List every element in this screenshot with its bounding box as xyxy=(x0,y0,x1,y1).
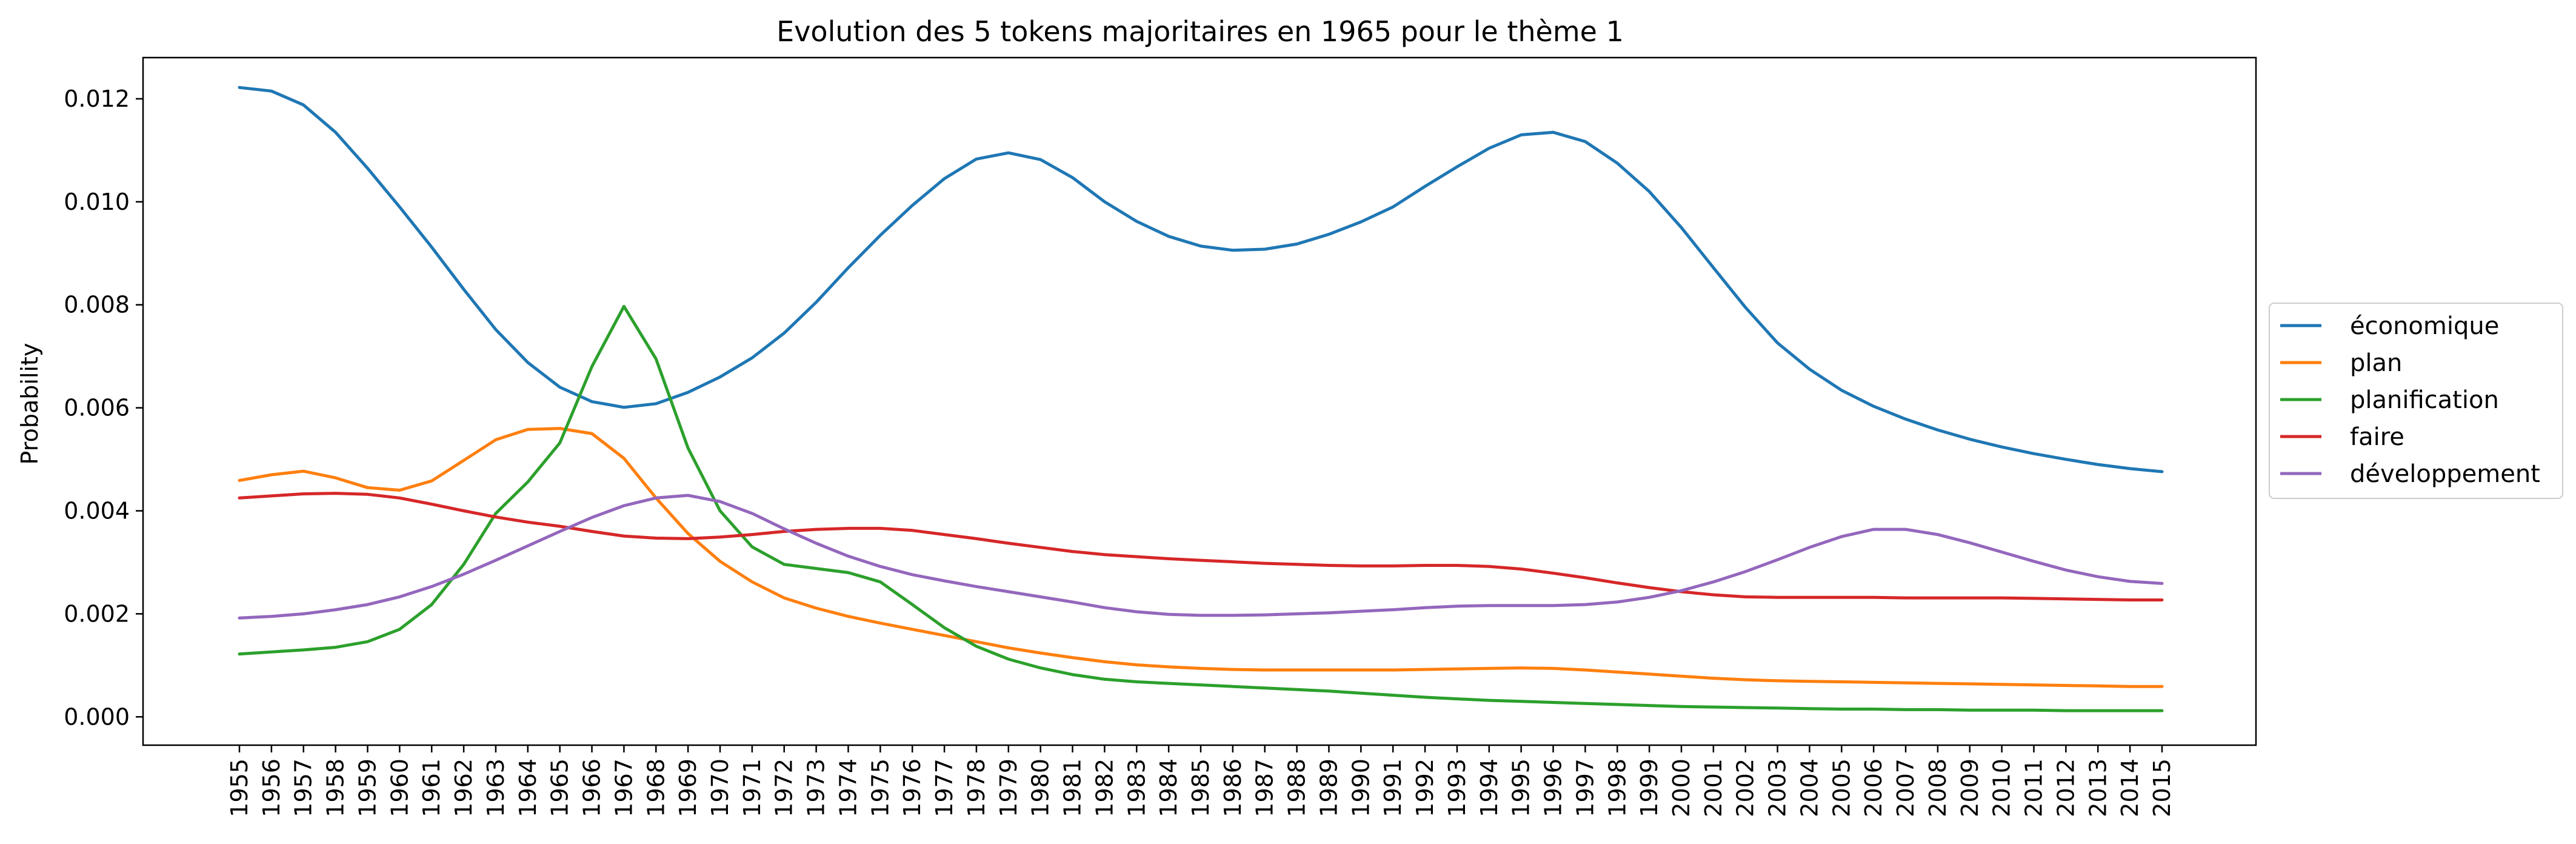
plot-area-frame xyxy=(142,56,2257,746)
x-tick-label: 1995 xyxy=(1508,759,1535,817)
x-tick-label: 1986 xyxy=(1220,759,1246,817)
x-tick-label: 2014 xyxy=(2117,759,2143,817)
x-tick-label: 2012 xyxy=(2052,759,2079,817)
x-tick-label: 2013 xyxy=(2084,759,2111,817)
series-line-3 xyxy=(238,492,2164,601)
y-tick-label: 0.008 xyxy=(64,292,130,318)
series-line-1 xyxy=(238,427,2164,688)
x-tick-label: 1984 xyxy=(1155,759,1182,817)
y-tick-label: 0.010 xyxy=(64,189,130,215)
x-tick-label: 1958 xyxy=(322,759,349,817)
x-tick-label: 1993 xyxy=(1444,759,1470,817)
x-tick-label: 1959 xyxy=(355,759,381,817)
x-tick-label: 1970 xyxy=(707,759,733,817)
x-tick-label: 1971 xyxy=(739,759,766,817)
y-tick-label: 0.006 xyxy=(64,395,130,421)
x-tick-label: 1964 xyxy=(515,759,541,817)
x-tick-label: 1957 xyxy=(290,759,317,817)
x-tick-label: 1966 xyxy=(579,759,606,817)
x-tick-label: 1968 xyxy=(642,759,669,817)
x-tick-label: 2000 xyxy=(1668,759,1695,817)
legend-label-1: plan xyxy=(2350,349,2402,377)
legend-frame xyxy=(2269,303,2563,499)
x-tick-label: 1988 xyxy=(1284,759,1310,817)
x-tick-label: 1982 xyxy=(1091,759,1118,817)
x-tick-label: 1978 xyxy=(963,759,990,817)
series-line-0 xyxy=(238,85,2164,474)
legend-label-3: faire xyxy=(2350,423,2404,451)
x-tick-label: 2007 xyxy=(1892,759,1919,817)
x-tick-label: 1962 xyxy=(450,759,477,817)
x-tick-label: 2009 xyxy=(1957,759,1983,817)
x-tick-label: 1997 xyxy=(1572,759,1598,817)
x-tick-label: 2002 xyxy=(1732,759,1759,817)
series-layer xyxy=(238,85,2164,712)
series-line-4 xyxy=(238,494,2164,620)
y-tick-label: 0.012 xyxy=(64,85,130,112)
y-tick-label: 0.000 xyxy=(64,703,130,730)
y-tick-label: 0.004 xyxy=(64,498,130,524)
x-tick-label: 2015 xyxy=(2149,759,2175,817)
x-tick-label: 1981 xyxy=(1059,759,1086,817)
y-axis: 0.000 0.002 0.004 0.006 0.008 0.010 0.012 xyxy=(64,85,143,730)
x-tick-label: 1987 xyxy=(1252,759,1278,817)
legend-label-2: planification xyxy=(2350,386,2499,414)
legend-label-0: économique xyxy=(2350,312,2499,340)
chart-title: Evolution des 5 tokens majoritaires en 1… xyxy=(776,15,1624,48)
x-tick-label: 2003 xyxy=(1764,759,1791,817)
x-tick-label: 1960 xyxy=(386,759,413,817)
x-tick-label: 1991 xyxy=(1380,759,1406,817)
x-tick-label: 1998 xyxy=(1604,759,1630,817)
x-tick-label: 1989 xyxy=(1316,759,1343,817)
x-tick-label: 1967 xyxy=(610,759,637,817)
x-tick-label: 1979 xyxy=(995,759,1022,817)
x-tick-label: 2005 xyxy=(1828,759,1855,817)
series-line-2 xyxy=(238,304,2164,712)
legend-label-4: développement xyxy=(2350,460,2540,488)
x-tick-label: 1996 xyxy=(1540,759,1567,817)
x-tick-label: 1983 xyxy=(1123,759,1150,817)
x-tick-label: 1990 xyxy=(1347,759,1374,817)
x-tick-label: 1956 xyxy=(258,759,285,817)
x-tick-label: 2010 xyxy=(1989,759,2015,817)
x-axis: 1955 1956 1957 1958 1959 1960 1961 1962 1963 1964… xyxy=(226,745,2175,817)
x-tick-label: 1961 xyxy=(418,759,445,817)
x-tick-label: 2006 xyxy=(1860,759,1887,817)
x-tick-label: 1973 xyxy=(803,759,830,817)
y-axis-title: Probability xyxy=(16,343,43,465)
legend: économique plan planification faire développ… xyxy=(2269,303,2563,499)
x-tick-label: 1999 xyxy=(1636,759,1663,817)
x-tick-label: 1974 xyxy=(835,759,862,817)
x-tick-label: 2001 xyxy=(1700,759,1727,817)
y-tick-label: 0.002 xyxy=(64,600,130,627)
x-tick-label: 1955 xyxy=(226,759,253,817)
x-tick-label: 1972 xyxy=(771,759,798,817)
x-tick-label: 2011 xyxy=(2021,759,2047,817)
x-tick-label: 1963 xyxy=(482,759,509,817)
x-tick-label: 1965 xyxy=(547,759,573,817)
x-tick-label: 1975 xyxy=(867,759,893,817)
x-tick-label: 1969 xyxy=(675,759,701,817)
x-tick-label: 1985 xyxy=(1187,759,1214,817)
x-tick-label: 2004 xyxy=(1797,759,1823,817)
x-tick-label: 2008 xyxy=(1924,759,1951,817)
x-tick-label: 1976 xyxy=(899,759,926,817)
x-tick-label: 1994 xyxy=(1476,759,1503,817)
x-tick-label: 1980 xyxy=(1027,759,1054,817)
x-tick-label: 1977 xyxy=(931,759,958,817)
x-tick-label: 1992 xyxy=(1412,759,1438,817)
